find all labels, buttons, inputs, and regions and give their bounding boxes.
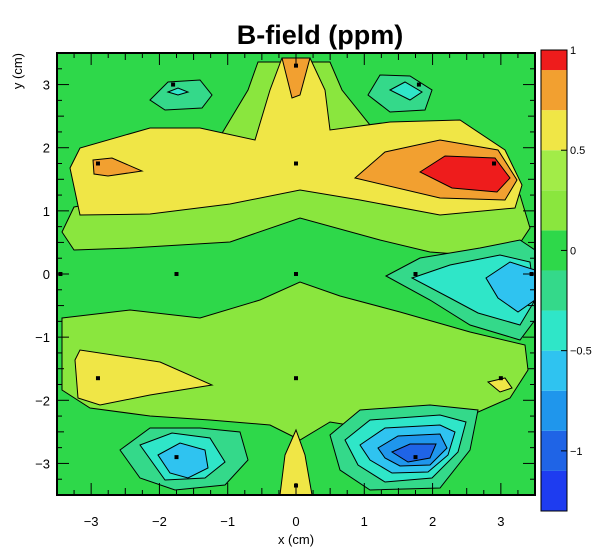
y-tick-label: 0 <box>43 267 50 282</box>
color-scale-segment <box>541 350 567 391</box>
color-scale-segment <box>541 50 567 71</box>
lower-right-negative-island-core <box>390 443 437 463</box>
measurement-point <box>294 63 298 68</box>
x-tick-label: −3 <box>84 514 99 529</box>
x-tick-label: 2 <box>429 514 436 529</box>
upper-right-island-core <box>388 81 423 101</box>
measurement-point <box>95 376 100 381</box>
top-center-orange-lobe <box>281 57 311 99</box>
color-scale-segment <box>541 310 567 351</box>
color-scale-segment <box>541 70 567 111</box>
heatmap-plot-area <box>57 53 535 495</box>
color-scale-segment <box>541 470 567 511</box>
measurement-point <box>294 376 298 381</box>
color-scale-label: 0.5 <box>570 145 585 157</box>
color-scale-segment <box>541 390 567 431</box>
measurement-point <box>413 455 418 460</box>
measurement-point <box>174 455 179 460</box>
measurement-point <box>416 82 421 87</box>
y-tick-label: 3 <box>43 78 50 93</box>
color-scale-segment <box>541 270 567 311</box>
lower-left-negative-island-core <box>157 442 209 479</box>
x-axis: −3 −2 −1 0 1 2 3 <box>56 53 536 529</box>
measurement-point <box>171 82 176 87</box>
x-tick-label: 0 <box>292 514 299 529</box>
measurement-point <box>174 272 179 276</box>
measurement-point <box>413 272 418 276</box>
measurement-point <box>294 272 298 276</box>
measurement-point <box>95 161 100 166</box>
y-tick-label: −1 <box>35 330 50 345</box>
right-negative-lobe-core <box>485 261 535 313</box>
upper-left-orange-lobe <box>92 157 144 177</box>
color-scale-label: 0 <box>570 245 576 257</box>
measurement-point <box>492 161 497 166</box>
upper-left-island-core <box>166 87 190 96</box>
x-tick-label: −2 <box>152 514 167 529</box>
color-scale-segment <box>541 150 567 191</box>
color-scale-label: −1 <box>570 446 583 458</box>
lower-band-light-green <box>61 281 529 441</box>
x-axis-label: x (cm) <box>278 532 314 547</box>
y-tick-label: 2 <box>43 141 50 156</box>
color-scale-labels: −1 −0.5 0 0.5 1 <box>561 45 592 458</box>
y-axis: −3 −2 −1 0 1 2 3 <box>35 52 535 496</box>
y-tick-label: 1 <box>43 204 50 219</box>
y-axis-label: y (cm) <box>10 53 25 89</box>
color-scale-segment <box>541 110 567 151</box>
measurement-points <box>58 63 534 488</box>
color-scale-label: −0.5 <box>570 346 592 358</box>
y-tick-label: −2 <box>35 393 50 408</box>
lower-bottom-center-yellow <box>279 428 313 495</box>
color-scale-bar <box>540 49 568 512</box>
x-tick-label: 1 <box>361 514 368 529</box>
x-tick-label: 3 <box>497 514 504 529</box>
y-tick-label: −3 <box>35 456 50 471</box>
chart-title: B-field (ppm) <box>237 20 403 50</box>
color-scale-frame <box>540 49 568 512</box>
upper-right-red-lobe <box>418 155 511 193</box>
color-scale-label: 1 <box>570 45 576 57</box>
measurement-point <box>498 376 503 381</box>
color-scale-segment <box>541 190 567 231</box>
measurement-point <box>294 161 298 166</box>
upper-left-island <box>149 79 213 111</box>
lower-left-yellow-lobe <box>74 349 214 406</box>
x-tick-label: −1 <box>220 514 235 529</box>
